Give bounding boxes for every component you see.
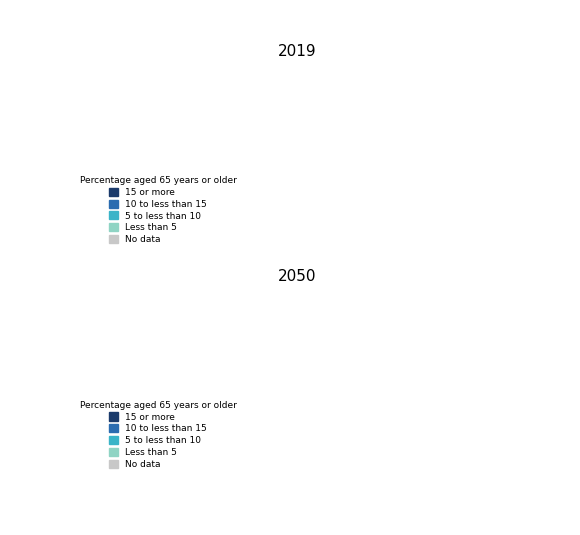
Title: 2050: 2050 <box>278 269 317 284</box>
Legend: 15 or more, 10 to less than 15, 5 to less than 10, Less than 5, No data: 15 or more, 10 to less than 15, 5 to les… <box>77 173 240 247</box>
Legend: 15 or more, 10 to less than 15, 5 to less than 10, Less than 5, No data: 15 or more, 10 to less than 15, 5 to les… <box>77 398 240 472</box>
Title: 2019: 2019 <box>278 44 317 59</box>
